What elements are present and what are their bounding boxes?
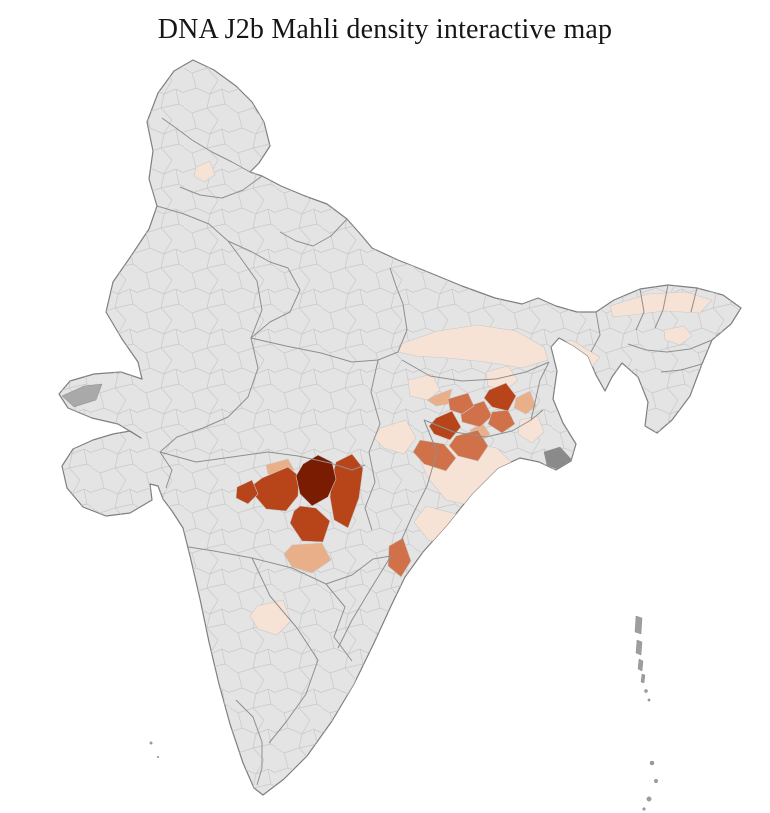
rann-of-kutch[interactable]	[61, 383, 103, 408]
island[interactable]	[642, 807, 646, 811]
island[interactable]	[640, 673, 646, 684]
island[interactable]	[634, 615, 643, 635]
india-choropleth-map[interactable]	[0, 56, 770, 813]
island[interactable]	[156, 755, 160, 759]
island[interactable]	[635, 639, 643, 656]
island[interactable]	[637, 658, 644, 672]
page-title: DNA J2b Mahli density interactive map	[157, 14, 613, 45]
islands-andaman-nicobar[interactable]	[634, 615, 659, 811]
island[interactable]	[647, 698, 651, 702]
island[interactable]	[644, 689, 648, 693]
district[interactable]	[289, 505, 331, 543]
island[interactable]	[649, 760, 655, 766]
island[interactable]	[654, 779, 659, 784]
district[interactable]	[235, 479, 259, 505]
islands-lakshadweep[interactable]	[149, 741, 160, 759]
island[interactable]	[149, 741, 153, 745]
district[interactable]	[426, 388, 453, 407]
island[interactable]	[646, 796, 652, 802]
